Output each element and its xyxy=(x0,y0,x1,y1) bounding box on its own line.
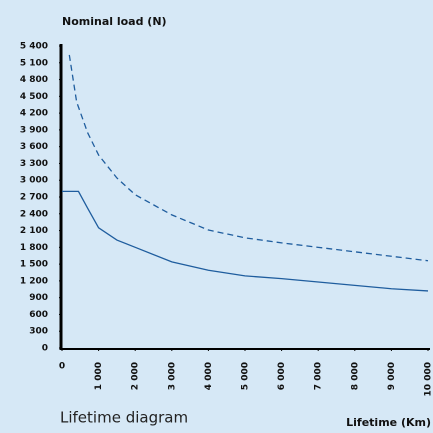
y-tick-label: 1 500 xyxy=(20,260,48,270)
y-tick-label: 2 700 xyxy=(20,193,48,203)
y-tick-label: 0 xyxy=(42,344,48,354)
y-tick-label: 600 xyxy=(29,310,48,320)
y-tick-label: 3 300 xyxy=(20,159,48,169)
chart-title: Nominal load (N) xyxy=(62,15,167,28)
caption: Lifetime diagram xyxy=(60,409,188,427)
x-tick-label: 10 000 xyxy=(424,362,433,396)
y-tick-label: 5 400 xyxy=(20,42,48,52)
x-tick-label: 7 000 xyxy=(314,362,324,390)
y-tick-label: 2 100 xyxy=(20,226,48,236)
y-tick-label: 2 400 xyxy=(20,209,48,219)
y-tick-label: 3 600 xyxy=(20,142,48,152)
x-tick-label: 3 000 xyxy=(167,362,177,390)
x-tick-label: 8 000 xyxy=(350,362,360,390)
y-tick-label: 1 200 xyxy=(20,276,48,286)
x-tick-label: 6 000 xyxy=(277,362,287,390)
x-tick-label: 4 000 xyxy=(204,362,214,390)
y-tick-label: 4 200 xyxy=(20,109,48,119)
x-tick-label: 9 000 xyxy=(387,362,397,390)
x-axis-label: Lifetime (Km) xyxy=(346,416,431,429)
y-tick-label: 900 xyxy=(29,293,48,303)
y-tick-label: 1 800 xyxy=(20,243,48,253)
series-line xyxy=(68,54,429,262)
x-tick-label: 0 xyxy=(59,362,65,372)
y-tick-label: 4 800 xyxy=(20,75,48,85)
y-tick-label: 3 900 xyxy=(20,125,48,135)
x-tick-label: 5 000 xyxy=(241,362,251,390)
y-tick-label: 5 100 xyxy=(20,58,48,68)
x-tick-label: 2 000 xyxy=(131,362,141,390)
x-tick-label: 1 000 xyxy=(94,362,104,390)
series-line xyxy=(62,190,429,292)
y-tick-label: 300 xyxy=(29,327,48,337)
y-tick-label: 4 500 xyxy=(20,92,48,102)
y-tick-label: 3 000 xyxy=(20,176,48,186)
